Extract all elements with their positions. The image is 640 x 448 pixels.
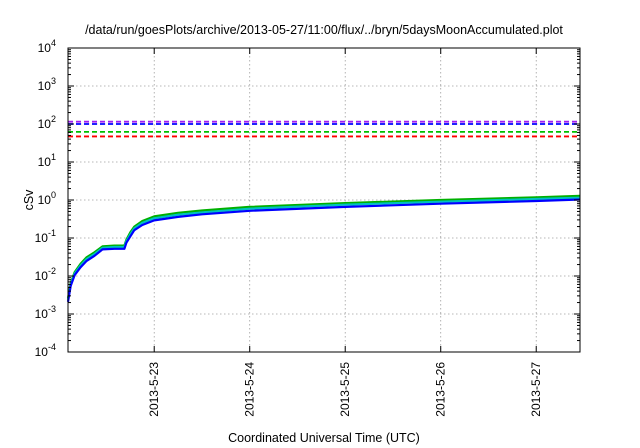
y-tick-label: 10-2 xyxy=(35,266,56,283)
y-tick-labels: 10-4 10-3 10-2 10-1 100 101 102 103 104 xyxy=(35,38,56,359)
grid xyxy=(68,48,580,352)
threshold-lines xyxy=(68,120,580,138)
series-lines xyxy=(66,194,581,302)
y-tick-label: 10-4 xyxy=(35,342,56,359)
y-axis-label: cSv xyxy=(22,189,36,211)
y-tick-label: 100 xyxy=(38,190,56,207)
x-axis-label: Coordinated Universal Time (UTC) xyxy=(228,431,420,445)
y-tick-label: 102 xyxy=(38,114,56,131)
x-tick-label: 2013-5-25 xyxy=(338,362,352,417)
chart-title: /data/run/goesPlots/archive/2013-05-27/1… xyxy=(85,23,563,37)
y-tick-label: 10-3 xyxy=(35,304,56,321)
axis-ticks xyxy=(68,47,580,353)
x-tick-label: 2013-5-24 xyxy=(243,362,257,417)
series-line xyxy=(66,198,581,302)
y-tick-label: 104 xyxy=(38,38,56,55)
x-tick-label: 2013-5-27 xyxy=(529,362,543,417)
series-line xyxy=(66,194,581,299)
series-line xyxy=(66,196,581,300)
x-tick-labels: 2013-5-23 2013-5-24 2013-5-25 2013-5-26 2013… xyxy=(147,362,543,417)
y-tick-label: 10-1 xyxy=(35,228,56,245)
x-tick-label: 2013-5-26 xyxy=(434,362,448,417)
x-tick-label: 2013-5-23 xyxy=(147,362,161,417)
y-tick-label: 101 xyxy=(38,152,56,169)
y-tick-label: 103 xyxy=(38,76,56,93)
